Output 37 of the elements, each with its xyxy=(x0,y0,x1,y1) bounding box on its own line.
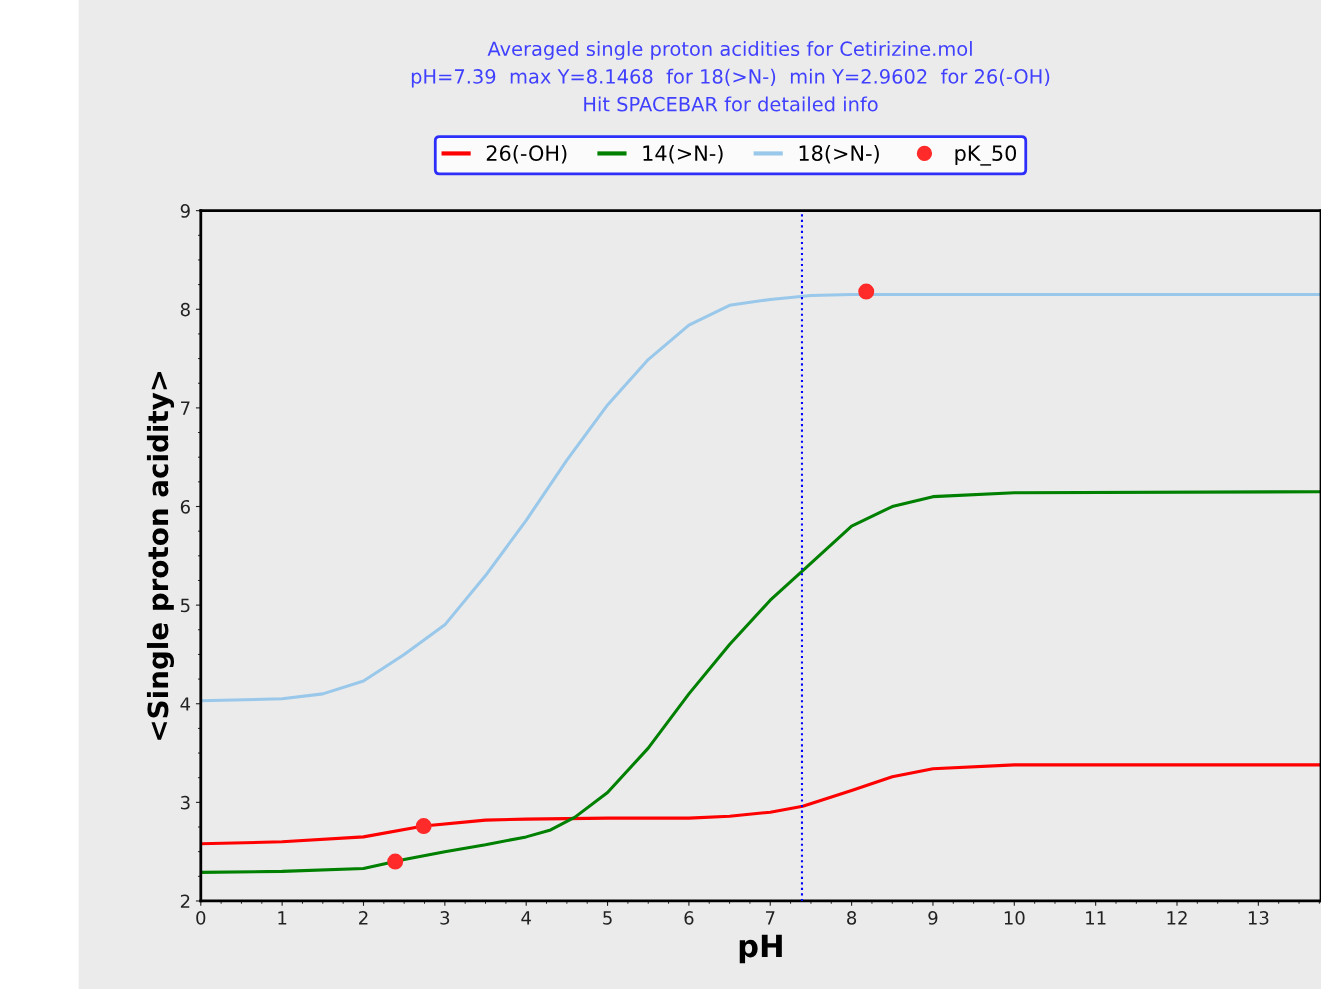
chart-title: Averaged single proton acidities for Cetirizine.mol xyxy=(487,41,972,60)
y-tick-label: 7 xyxy=(181,401,190,415)
x-axis-title: pH xyxy=(739,934,782,964)
x-tick-label: 10 xyxy=(1004,911,1025,925)
line-series xyxy=(200,490,1321,874)
line-series xyxy=(200,292,1321,703)
x-tick-label: 13 xyxy=(1248,911,1269,925)
point xyxy=(415,818,432,835)
x-tick-label: 6 xyxy=(684,911,694,925)
x-tick-label: 4 xyxy=(521,911,531,925)
x-tick-label: 7 xyxy=(765,911,775,925)
legend-label: 18(>N-) xyxy=(799,144,879,164)
x-tick-label: 3 xyxy=(440,911,450,925)
text: Hit SPACEBAR for detailed info xyxy=(584,96,878,112)
legend-label: 26(-OH) xyxy=(486,144,567,164)
x-tick-label: 0 xyxy=(196,911,206,925)
x-tick-label: 12 xyxy=(1167,911,1187,925)
x-tick-label: 9 xyxy=(928,911,938,925)
point xyxy=(387,853,404,870)
x-tick-label: 8 xyxy=(847,911,857,925)
y-tick-label: 6 xyxy=(180,499,190,514)
y-axis-title: <Single proton acidity> xyxy=(146,371,175,740)
x-tick-label: 1 xyxy=(278,911,287,925)
x-tick-label: 5 xyxy=(603,911,612,925)
legend-label: pK_50 xyxy=(955,145,1017,166)
point xyxy=(858,283,875,300)
line-series xyxy=(200,763,1321,846)
y-tick-label: 2 xyxy=(180,894,190,908)
y-tick-label: 8 xyxy=(180,302,190,317)
x-tick-label: 2 xyxy=(359,911,368,925)
y-tick-label: 5 xyxy=(180,598,190,613)
y-tick-label: 3 xyxy=(180,795,190,810)
x-tick-label: 11 xyxy=(1086,911,1106,925)
y-tick-label: 4 xyxy=(180,697,191,711)
y-tick-label: 9 xyxy=(180,204,190,218)
legend-label: 14(>N-) xyxy=(643,144,723,164)
chart-subtitle: pH=7.39 max Y=8.1468 for 18(>N-) min Y=2.9602 for 26(-OH) xyxy=(411,68,1050,88)
